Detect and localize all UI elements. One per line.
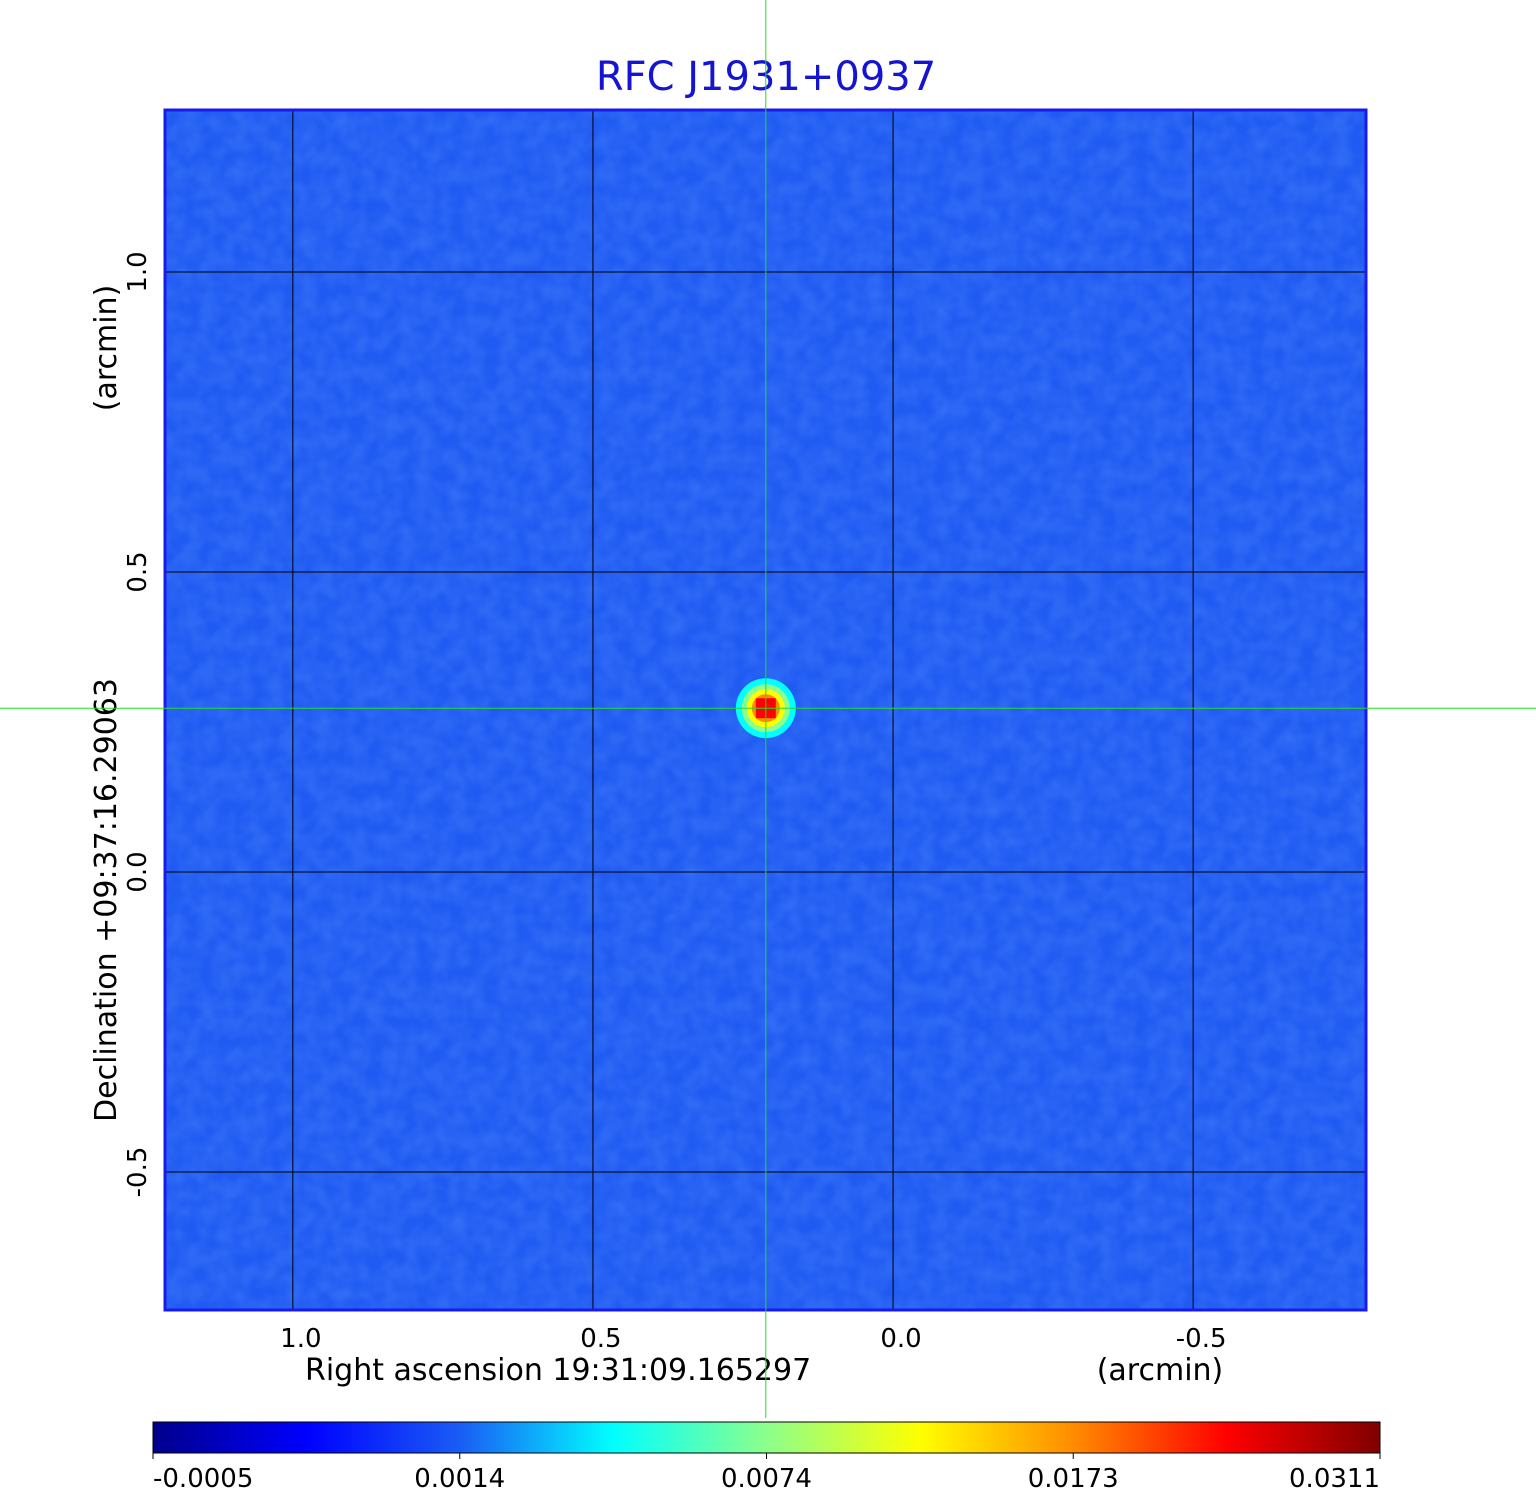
- y-tick-label: -0.5: [123, 1147, 153, 1198]
- x-tick-label: 0.0: [880, 1324, 921, 1354]
- colorbar-tick-label: 0.0014: [414, 1464, 505, 1494]
- y-tick-label: 0.5: [123, 551, 153, 592]
- x-tick-label: 0.5: [580, 1324, 621, 1354]
- colorbar-tick-label: -0.0005: [153, 1464, 253, 1494]
- colorbar-tick-label: 0.0173: [1028, 1464, 1119, 1494]
- colorbar-tick-label: 0.0311: [1289, 1464, 1380, 1494]
- y-tick-label: 1.0: [123, 251, 153, 292]
- x-axis-label: Right ascension 19:31:09.165297: [305, 1353, 811, 1388]
- x-tick-label: 1.0: [280, 1324, 321, 1354]
- y-axis-unit: (arcmin): [89, 285, 124, 412]
- x-axis-unit: (arcmin): [1097, 1353, 1224, 1388]
- y-tick-label: 0.0: [123, 851, 153, 892]
- colorbar-tick-label: 0.0074: [721, 1464, 812, 1494]
- y-axis-label: Declination +09:37:16.29063: [89, 678, 124, 1122]
- x-tick-label: -0.5: [1176, 1324, 1227, 1354]
- colorbar: [152, 1421, 1381, 1454]
